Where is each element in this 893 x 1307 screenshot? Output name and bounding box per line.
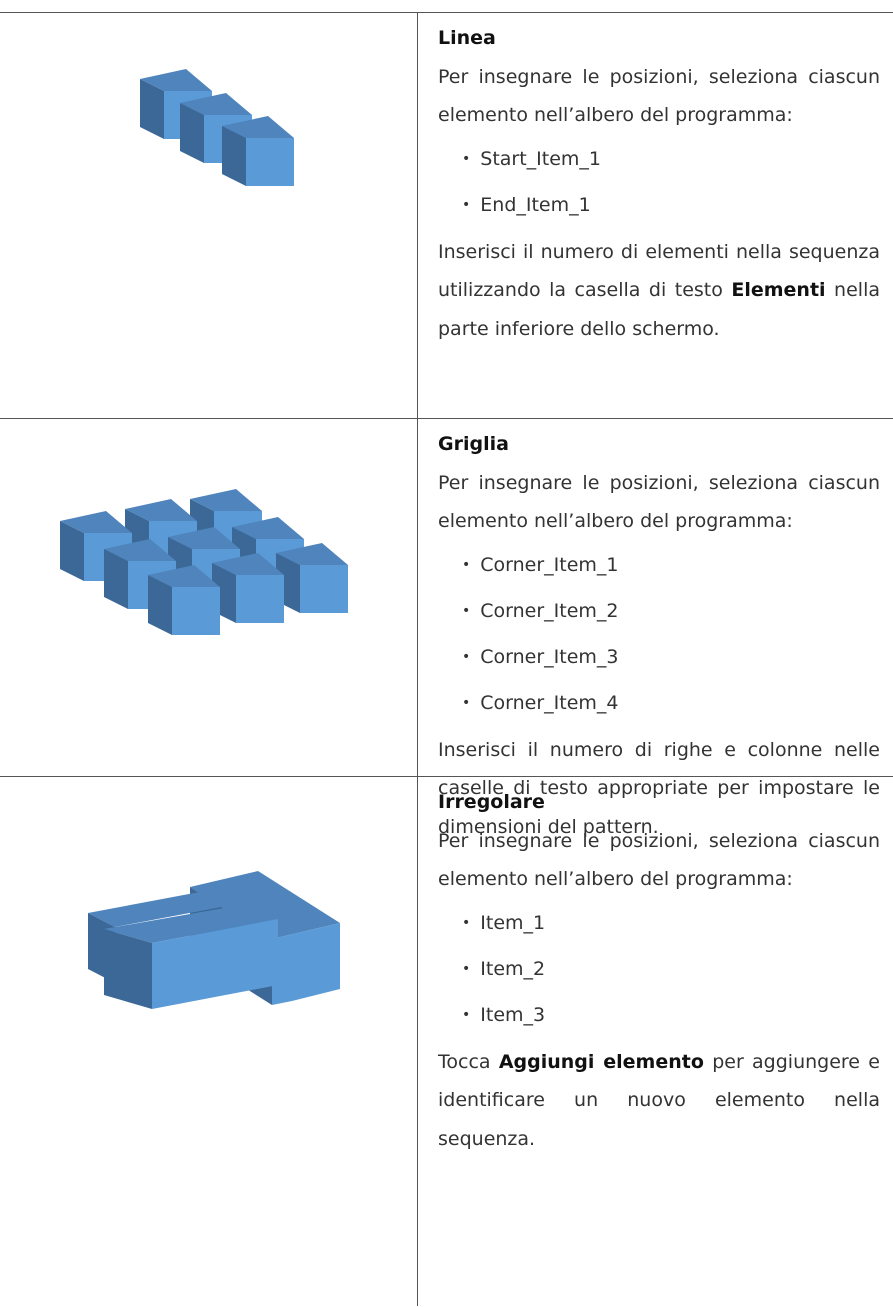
cubes-irregular — [88, 871, 340, 1009]
text: nella parte inferiore dello schermo. — [438, 279, 880, 340]
cubes-line — [140, 69, 294, 186]
list-item: Corner_Item_4 — [462, 681, 880, 727]
illustration — [0, 777, 418, 1306]
outro: Tocca Aggiungi elemento per aggiungere e… — [438, 1043, 880, 1159]
illustration — [0, 419, 418, 776]
row-title: Irregolare — [438, 791, 545, 813]
intro: Per insegnare le posizioni, seleziona ci… — [438, 65, 880, 127]
item-list: Item_1Item_2Item_3 — [438, 901, 880, 1039]
intro: Per insegnare le posizioni, seleziona ci… — [438, 471, 880, 533]
intro: Per insegnare le posizioni, seleziona ci… — [438, 829, 880, 891]
outro: Inserisci il numero di righe e colonne n… — [438, 731, 880, 847]
list-item: Item_3 — [462, 993, 880, 1039]
text: per aggiungere e identificare un nuovo e… — [438, 1050, 880, 1150]
description: Griglia Per insegnare le posizioni, selez… — [418, 419, 893, 838]
description: Linea Per insegnare le posizioni, selezio… — [418, 13, 893, 418]
row-line: Linea Per insegnare le posizioni, selezio… — [0, 12, 893, 418]
list-item: Corner_Item_1 — [462, 543, 880, 589]
bold-text: Aggiungi elemento — [498, 1050, 704, 1073]
list-item: Corner_Item_2 — [462, 589, 880, 635]
text: Inserisci il numero di elementi nella se… — [438, 240, 880, 302]
row-title: Linea — [438, 27, 496, 49]
row-grid: Griglia Per insegnare le posizioni, selez… — [0, 418, 893, 838]
illustration — [0, 13, 418, 418]
list-item: Start_Item_1 — [462, 137, 880, 183]
item-list: Start_Item_1End_Item_1 — [438, 137, 880, 229]
bold-text: Elementi — [731, 279, 826, 301]
text: Tocca — [438, 1050, 499, 1073]
outro: Inserisci il numero di elementi nella se… — [438, 233, 880, 349]
description: Irregolare Per insegnare le posizioni, se… — [418, 777, 893, 1306]
text: Inserisci il numero di righe e colonne n… — [438, 738, 880, 838]
list-item: Corner_Item_3 — [462, 635, 880, 681]
list-item: Item_2 — [462, 947, 880, 993]
list-item: Item_1 — [462, 901, 880, 947]
item-list: Corner_Item_1Corner_Item_2Corner_Item_3C… — [438, 543, 880, 727]
row-irregular: Irregolare Per insegnare le posizioni, se… — [0, 776, 893, 1306]
row-title: Griglia — [438, 433, 509, 455]
list-item: End_Item_1 — [462, 183, 880, 229]
cubes-grid — [60, 489, 348, 635]
